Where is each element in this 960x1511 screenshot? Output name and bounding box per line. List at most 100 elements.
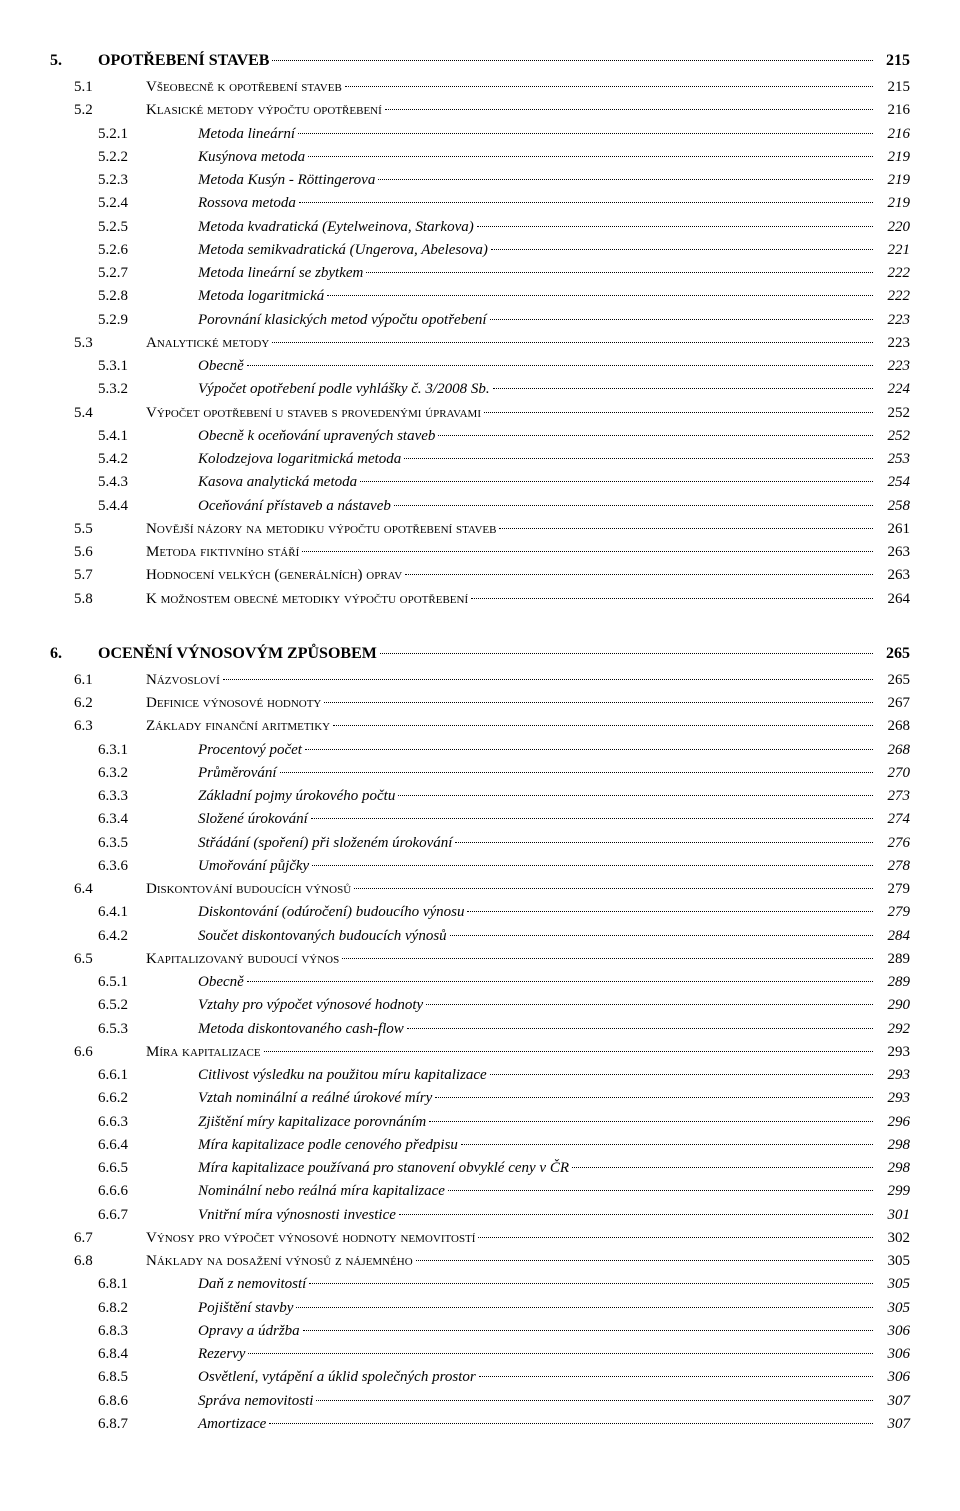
- dot-leader: [296, 1307, 873, 1308]
- dot-leader: [471, 598, 873, 599]
- entry-title: Oceňování přístaveb a nástaveb: [198, 495, 391, 518]
- entry-number: 5.1: [50, 76, 146, 99]
- entry-page: 279: [876, 878, 910, 901]
- toc-subsection: 6.6.6Nominální nebo reálná míra kapitali…: [50, 1180, 910, 1203]
- entry-number: 5.5: [50, 518, 146, 541]
- entry-number: 6.6.1: [50, 1064, 198, 1087]
- toc-subsection: 6.6.3Zjištění míry kapitalizace porovnán…: [50, 1111, 910, 1134]
- entry-page: 298: [876, 1134, 910, 1157]
- entry-number: 6.8.4: [50, 1343, 198, 1366]
- entry-title: Porovnání klasických metod výpočtu opotř…: [198, 309, 487, 332]
- entry-title: Daň z nemovitostí: [198, 1273, 306, 1296]
- dot-leader: [484, 412, 873, 413]
- toc-subsection: 6.3.2Průměrování270: [50, 762, 910, 785]
- entry-page: 252: [876, 402, 910, 425]
- entry-page: 274: [876, 808, 910, 831]
- entry-number: 6.3.2: [50, 762, 198, 785]
- entry-page: 264: [876, 588, 910, 611]
- entry-page: 305: [876, 1273, 910, 1296]
- entry-number: 5.4.2: [50, 448, 198, 471]
- dot-leader: [366, 272, 873, 273]
- entry-number: 6.8.3: [50, 1320, 198, 1343]
- entry-title: Vnitřní míra výnosnosti investice: [198, 1204, 396, 1227]
- toc-section: 6.5Kapitalizovaný budoucí výnos289: [50, 948, 910, 971]
- entry-page: 223: [876, 355, 910, 378]
- entry-title: Pojištění stavby: [198, 1297, 293, 1320]
- entry-title: Metoda lineární: [198, 123, 295, 146]
- dot-leader: [394, 505, 873, 506]
- dot-leader: [354, 888, 873, 889]
- toc-section: 5.6Metoda fiktivního stáří 263: [50, 541, 910, 564]
- toc-section: 5.5Novější názory na metodiku výpočtu op…: [50, 518, 910, 541]
- dot-leader: [324, 702, 873, 703]
- entry-page: 293: [876, 1064, 910, 1087]
- toc-section: 6.4Diskontování budoucích výnosů279: [50, 878, 910, 901]
- entry-number: 6.: [50, 645, 98, 663]
- entry-number: 6.5.3: [50, 1018, 198, 1041]
- entry-number: 5.2.5: [50, 216, 198, 239]
- entry-title: Míra kapitalizace: [146, 1041, 261, 1064]
- dot-leader: [461, 1144, 873, 1145]
- toc-subsection: 6.6.1Citlivost výsledku na použitou míru…: [50, 1064, 910, 1087]
- entry-page: 270: [876, 762, 910, 785]
- entry-page: 302: [876, 1227, 910, 1250]
- entry-number: 5.4.3: [50, 471, 198, 494]
- entry-title: Osvětlení, vytápění a úklid společných p…: [198, 1366, 476, 1389]
- dot-leader: [303, 1330, 873, 1331]
- entry-title: Metoda lineární se zbytkem: [198, 262, 363, 285]
- entry-number: 6.3: [50, 715, 146, 738]
- dot-leader: [404, 458, 873, 459]
- entry-page: 221: [876, 239, 910, 262]
- dot-leader: [405, 574, 873, 575]
- entry-number: 6.8.6: [50, 1390, 198, 1413]
- dot-leader: [223, 679, 873, 680]
- toc-subsection: 6.5.1Obecně289: [50, 971, 910, 994]
- entry-title: Hodnocení velkých (generálních) oprav: [146, 564, 402, 587]
- dot-leader: [438, 435, 873, 436]
- entry-number: 6.6: [50, 1041, 146, 1064]
- toc-section: 6.7Výnosy pro výpočet výnosové hodnoty n…: [50, 1227, 910, 1250]
- toc-subsection: 5.4.3Kasova analytická metoda254: [50, 471, 910, 494]
- dot-leader: [302, 551, 873, 552]
- entry-title: Metoda fiktivního stáří: [146, 541, 299, 564]
- entry-page: 216: [876, 123, 910, 146]
- entry-page: 263: [876, 541, 910, 564]
- dot-leader: [264, 1051, 873, 1052]
- entry-number: 5.6: [50, 541, 146, 564]
- dot-leader: [477, 226, 873, 227]
- dot-leader: [247, 365, 873, 366]
- entry-page: 219: [876, 169, 910, 192]
- dot-leader: [572, 1167, 873, 1168]
- entry-number: 6.5: [50, 948, 146, 971]
- entry-title: Základní pojmy úrokového počtu: [198, 785, 395, 808]
- dot-leader: [308, 156, 873, 157]
- entry-number: 5.4.4: [50, 495, 198, 518]
- toc-subsection: 6.8.3Opravy a údržba306: [50, 1320, 910, 1343]
- dot-leader: [493, 388, 873, 389]
- entry-title: Umořování půjčky: [198, 855, 309, 878]
- toc-subsection: 6.5.2Vztahy pro výpočet výnosové hodnoty…: [50, 994, 910, 1017]
- entry-number: 6.8.7: [50, 1413, 198, 1436]
- dot-leader: [450, 935, 873, 936]
- entry-number: 5.2.8: [50, 285, 198, 308]
- entry-page: 290: [876, 994, 910, 1017]
- toc-subsection: 5.2.1Metoda lineární216: [50, 123, 910, 146]
- toc-subsection: 5.2.2Kusýnova metoda219: [50, 146, 910, 169]
- entry-page: 306: [876, 1343, 910, 1366]
- dot-leader: [316, 1400, 873, 1401]
- entry-page: 224: [876, 378, 910, 401]
- entry-title: OCENĚNÍ VÝNOSOVÝM ZPŮSOBEM: [98, 645, 377, 663]
- entry-number: 6.8.2: [50, 1297, 198, 1320]
- entry-page: 223: [876, 332, 910, 355]
- entry-number: 6.4: [50, 878, 146, 901]
- toc-subsection: 5.2.8Metoda logaritmická222: [50, 285, 910, 308]
- entry-title: Metoda logaritmická: [198, 285, 324, 308]
- entry-title: Opravy a údržba: [198, 1320, 300, 1343]
- entry-number: 5.7: [50, 564, 146, 587]
- dot-leader: [435, 1097, 873, 1098]
- dot-leader: [248, 1353, 873, 1354]
- entry-page: 276: [876, 832, 910, 855]
- dot-leader: [429, 1121, 873, 1122]
- entry-title: Vztah nominální a reálné úrokové míry: [198, 1087, 432, 1110]
- dot-leader: [299, 202, 873, 203]
